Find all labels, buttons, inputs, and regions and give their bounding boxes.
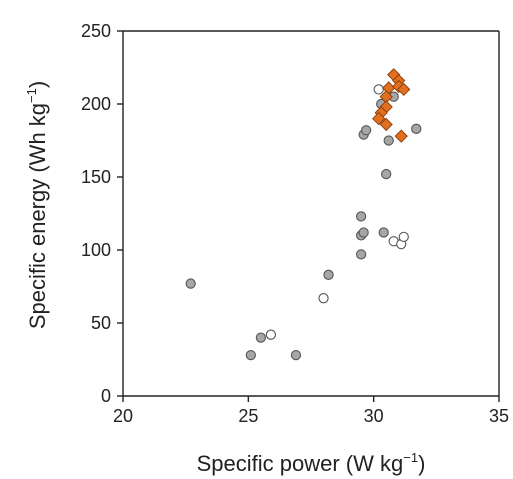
- x-tick-label: 20: [113, 406, 133, 426]
- y-tick-label: 200: [81, 94, 111, 114]
- data-point-filled-circle: [360, 125, 372, 136]
- data-point-open-circle: [398, 231, 409, 243]
- data-point-filled-circle: [355, 249, 367, 260]
- data-point-open-circle: [265, 329, 277, 340]
- data-point-filled-circle: [358, 227, 369, 238]
- data-point-filled-circle: [255, 332, 267, 343]
- data-point-filled-circle: [290, 349, 302, 361]
- x-axis-title: Specific power (W kg−1): [197, 450, 426, 476]
- data-point-diamond: [372, 111, 386, 126]
- data-point-diamond: [394, 129, 408, 143]
- x-ticks: 20 25 30 35: [113, 396, 509, 426]
- y-tick-label: 0: [101, 386, 111, 406]
- plot-frame: [122, 30, 500, 397]
- data-point-filled-circle: [245, 349, 256, 361]
- data-point-filled-circle: [323, 269, 334, 280]
- y-tick-label: 250: [81, 21, 111, 41]
- y-ticks: 0 50 100 150 200 250: [81, 21, 123, 406]
- x-tick-label: 30: [364, 406, 384, 426]
- data-point-filled-circle: [411, 123, 422, 134]
- data-point-filled-circle: [185, 278, 196, 289]
- y-axis-title: Specific energy (Wh kg−1): [24, 81, 50, 329]
- data-point-open-circle: [373, 84, 384, 95]
- data-point-open-circle: [318, 293, 329, 304]
- x-tick-label: 35: [489, 406, 509, 426]
- data-point-filled-circle: [383, 135, 394, 146]
- data-point-diamond: [397, 82, 411, 97]
- y-tick-label: 50: [91, 313, 111, 333]
- y-tick-label: 150: [81, 167, 111, 187]
- data-point-diamond: [379, 117, 393, 132]
- y-tick-label: 100: [81, 240, 111, 260]
- data-point-filled-circle: [355, 211, 367, 222]
- data-point-filled-circle: [378, 227, 389, 238]
- data-point-filled-circle: [381, 168, 392, 180]
- data-points: [185, 68, 422, 361]
- x-tick-label: 25: [238, 406, 258, 426]
